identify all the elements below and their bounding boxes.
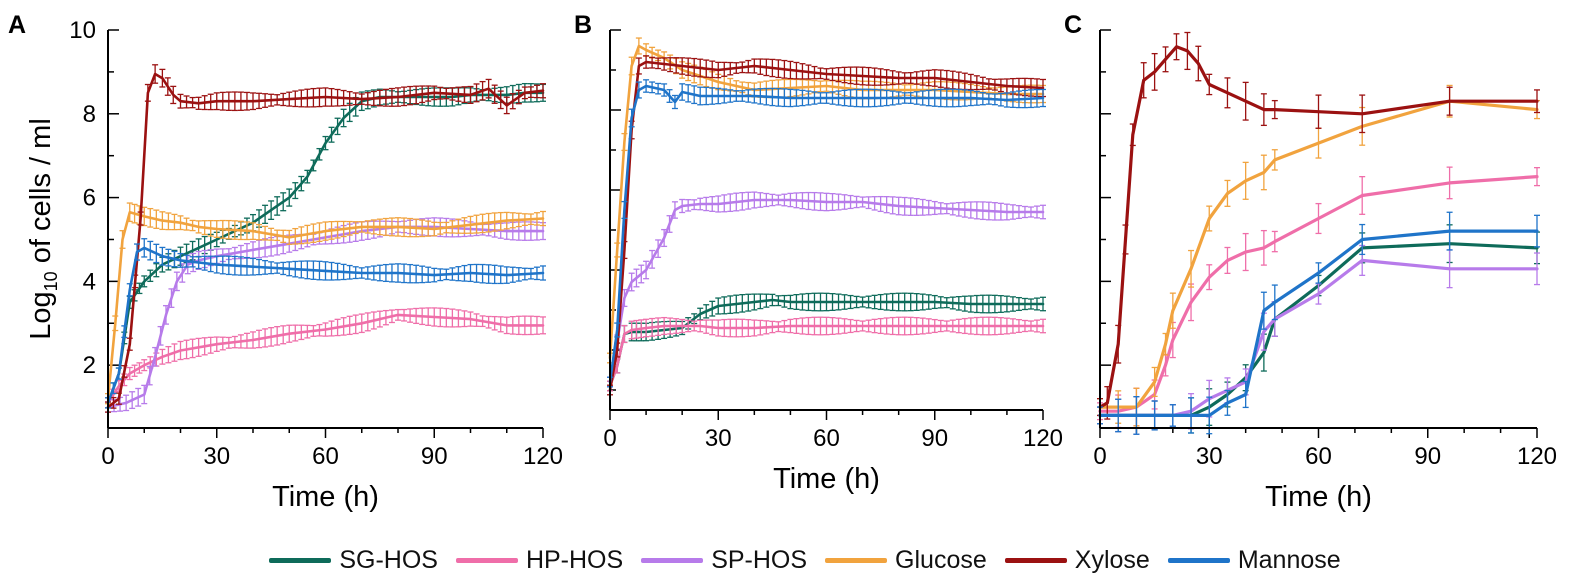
series-hp-hos — [607, 316, 1046, 392]
legend-label: SP-HOS — [711, 545, 808, 574]
x-tick-label: 30 — [1196, 443, 1223, 470]
y-axis-label-sub: 10 — [41, 271, 61, 291]
y-tick-label: 2 — [83, 352, 96, 379]
series-line — [1098, 175, 1539, 413]
legend-swatch — [269, 557, 332, 563]
x-tick-label: 60 — [1305, 443, 1332, 470]
x-tick-label: 0 — [101, 443, 114, 470]
x-tick-label: 30 — [203, 443, 230, 470]
legend-item-mannose: Mannose — [1167, 545, 1341, 575]
series-line — [1098, 45, 1539, 409]
series-line — [106, 313, 545, 405]
legend-label: HP-HOS — [525, 545, 624, 574]
y-axis-label: Log10 of cells / ml — [25, 118, 61, 340]
legend-item-sg-hos: SG-HOS — [269, 546, 438, 575]
x-tick-label: 90 — [421, 443, 448, 470]
legend-item-hp-hos: HP-HOS — [455, 545, 624, 575]
legend-swatch — [1167, 557, 1230, 563]
series-sg-hos — [1097, 224, 1540, 435]
panel-b: B 0 30 60 90 120 Time (h) — [574, 11, 1063, 495]
y-tick-label: 4 — [83, 268, 96, 295]
y-tick-label: 8 — [83, 101, 96, 128]
x-tick-label: 0 — [603, 425, 616, 452]
panel-letter: C — [1064, 11, 1082, 39]
series-line — [608, 198, 1045, 384]
series-line — [106, 246, 545, 405]
panel-letter: B — [574, 11, 592, 39]
legend-swatch — [825, 557, 888, 563]
legend-swatch — [1004, 557, 1067, 563]
x-axis-label: Time (h) — [1265, 481, 1372, 513]
series-mannose — [607, 79, 1046, 388]
legend-label: Xylose — [1074, 545, 1150, 574]
x-tick-label: 60 — [312, 443, 339, 470]
series-mannose — [1097, 211, 1540, 435]
y-tick-label: 10 — [69, 17, 96, 44]
x-axis-label: Time (h) — [773, 463, 880, 495]
series-line — [1098, 229, 1539, 417]
legend: SG-HOS HP-HOS SP-HOS Glucose Xylose Mann… — [170, 540, 1440, 580]
series-sg-hos — [105, 82, 546, 409]
series-line — [106, 225, 545, 409]
legend-swatch — [641, 557, 704, 563]
series-line — [106, 72, 545, 409]
x-tick-label: 60 — [813, 425, 840, 452]
series-glucose — [105, 202, 546, 405]
series-line — [608, 60, 1045, 392]
series-sg-hos — [607, 292, 1046, 392]
x-tick-label: 90 — [1414, 443, 1441, 470]
legend-item-sp-hos: SP-HOS — [641, 546, 807, 575]
series-xylose — [105, 64, 546, 413]
series-hp-hos — [105, 307, 546, 409]
y-tick-label: 6 — [83, 185, 96, 212]
series-line — [106, 210, 545, 401]
y-axis-label-main: Log — [25, 291, 57, 339]
x-tick-label: 30 — [705, 425, 732, 452]
x-tick-label: 90 — [921, 425, 948, 452]
x-tick-label: 120 — [1023, 425, 1063, 452]
legend-label: Glucose — [895, 545, 987, 574]
series-line — [608, 324, 1045, 388]
legend-item-xylose: Xylose — [1004, 545, 1150, 575]
series-line — [608, 298, 1045, 388]
series-line — [1098, 99, 1539, 409]
y-axis-label-rest: of cells / ml — [25, 118, 57, 271]
legend-item-glucose: Glucose — [825, 546, 987, 575]
legend-swatch — [455, 557, 518, 563]
series-xylose — [607, 55, 1046, 396]
legend-label: Mannose — [1237, 545, 1341, 574]
panel-a: A 2 4 6 8 10 0 30 60 90 120 Time (h) — [8, 11, 563, 513]
panel-c: C 0 30 60 90 120 Time (h) — [1064, 11, 1557, 513]
x-tick-label: 120 — [523, 443, 563, 470]
series-line — [608, 84, 1045, 384]
legend-label: SG-HOS — [339, 545, 438, 574]
series-sp-hos — [105, 217, 546, 413]
series-sp-hos — [607, 191, 1046, 388]
x-tick-label: 120 — [1517, 443, 1557, 470]
panel-letter: A — [8, 11, 26, 39]
x-axis-label: Time (h) — [272, 481, 379, 513]
x-tick-label: 0 — [1093, 443, 1106, 470]
